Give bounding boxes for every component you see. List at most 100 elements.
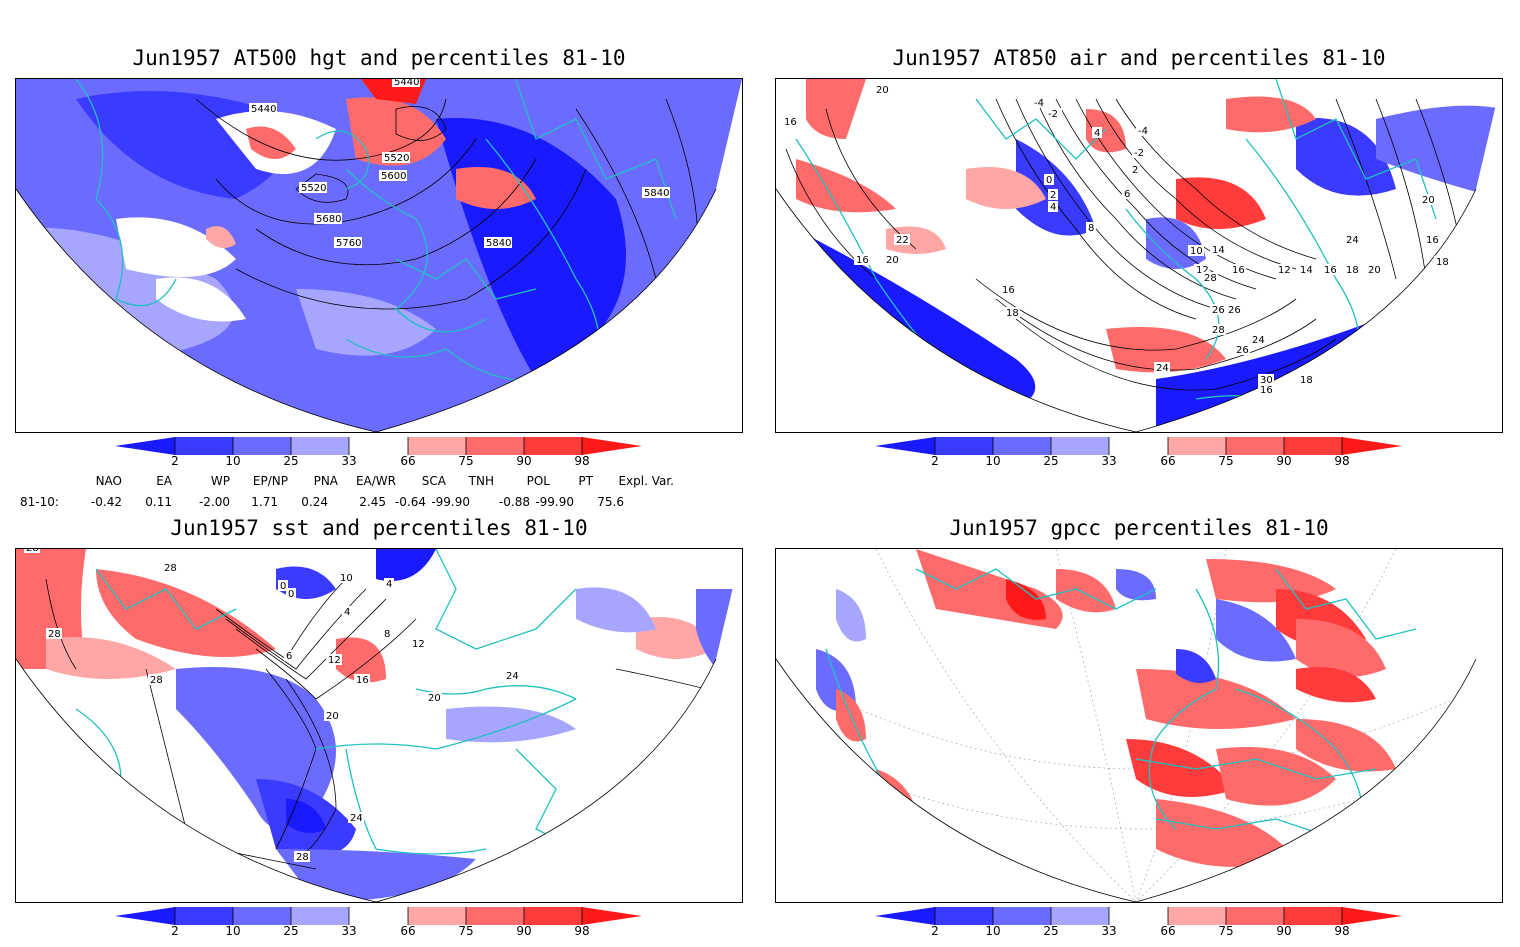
svg-text:24: 24 [1156, 363, 1169, 374]
contour-label: 28 [148, 674, 164, 686]
svg-text:0: 0 [288, 589, 294, 600]
svg-text:5440: 5440 [251, 104, 276, 115]
cbar-label: 33 [1101, 924, 1117, 938]
panel-title-gpcc: Jun1957 gpcc percentiles 81-10 [949, 516, 1329, 540]
contour-label: 24 [1344, 234, 1360, 246]
colorbar-swatch-b10_25 [233, 907, 291, 925]
idx-header: TNH [468, 474, 494, 488]
idx-row-label: 81-10: [20, 495, 59, 509]
svg-text:20: 20 [428, 693, 441, 704]
contour-label: 8 [382, 628, 392, 640]
colorbar-swatch-b75_90 [466, 437, 524, 455]
contour-label: 20 [1366, 264, 1382, 276]
idx-value: -0.42 [90, 495, 122, 509]
cbar-label: 25 [283, 454, 299, 468]
contour-label: 24 [1250, 334, 1266, 346]
svg-text:5680: 5680 [316, 214, 341, 225]
contour-label: 5600 [379, 170, 407, 182]
cbar-label: 10 [225, 924, 241, 938]
contour-label: 10 [1188, 245, 1204, 257]
contour-label: 2 [1048, 189, 1058, 201]
idx-header: EA/WR [355, 474, 396, 488]
contour-label: -4 [1136, 125, 1152, 137]
colorbar-swatch-b33_66 [1109, 907, 1168, 925]
svg-text:4: 4 [1094, 128, 1100, 139]
colorbar-air: 2 10 25 33 66 75 90 98 [875, 437, 1405, 477]
idx-value: -0.64 [394, 495, 426, 509]
contour-label: 28 [1202, 272, 1218, 284]
svg-text:-2: -2 [1134, 148, 1144, 159]
svg-text:18: 18 [1006, 308, 1019, 319]
contour-label: 20 [874, 84, 890, 96]
cbar-label: 98 [1334, 924, 1350, 938]
colorbar-swatch-lt2 [115, 907, 175, 925]
cbar-label: 90 [516, 454, 532, 468]
colorbar-gpcc-bar [875, 907, 1402, 925]
colorbar-swatch-b90_98 [1284, 437, 1342, 455]
svg-text:16: 16 [784, 117, 797, 128]
svg-text:-4: -4 [1138, 126, 1148, 137]
contour-label: 4 [384, 578, 394, 590]
idx-header: Expl. Var. [618, 474, 674, 488]
colorbar-swatch-b33_66 [349, 437, 408, 455]
colorbar-swatch-b25_33 [1051, 437, 1109, 455]
contour-label: 24 [504, 670, 520, 682]
contour-label: 5680 [314, 213, 342, 225]
svg-text:16: 16 [1324, 265, 1337, 276]
contour-label: 0 [286, 588, 296, 600]
cbar-label: 10 [225, 454, 241, 468]
svg-text:5600: 5600 [381, 171, 406, 182]
svg-text:22: 22 [896, 235, 909, 246]
cbar-label: 98 [1334, 454, 1350, 468]
svg-text:-2: -2 [1048, 109, 1058, 120]
colorbar-swatch-b2_10 [935, 907, 993, 925]
cbar-label: 2 [931, 924, 939, 938]
contour-label: 6 [284, 650, 294, 662]
cbar-label: 75 [458, 924, 474, 938]
contour-label: 28 [162, 562, 178, 574]
cbar-label: 33 [1101, 454, 1117, 468]
colorbar-swatch-b2_10 [175, 437, 233, 455]
svg-text:18: 18 [1436, 257, 1449, 268]
cbar-label: 33 [341, 454, 357, 468]
cbar-label: 75 [1218, 924, 1234, 938]
map-sst-canvas: 28 28 28 28 00 4 4 6 8 10 12 12 16 20 20 24 24 28 [16, 549, 742, 902]
cbar-label: 98 [574, 454, 590, 468]
contour-label: 4 [1092, 127, 1102, 139]
cbar-label: 25 [1043, 924, 1059, 938]
svg-text:28: 28 [164, 563, 177, 574]
svg-text:10: 10 [340, 573, 353, 584]
svg-text:16: 16 [1232, 265, 1245, 276]
cbar-label: 90 [1276, 924, 1292, 938]
colorbar-swatch-gt98 [582, 437, 642, 455]
cbar-label: 33 [341, 924, 357, 938]
contour-label: 5440 [392, 79, 420, 88]
colorbar-swatch-b75_90 [1226, 907, 1284, 925]
colorbar-swatch-b25_33 [1051, 907, 1109, 925]
svg-text:2: 2 [1050, 190, 1056, 201]
panel-title-sst: Jun1957 sst and percentiles 81-10 [170, 516, 588, 540]
panel-title-air: Jun1957 AT850 air and percentiles 81-10 [892, 46, 1386, 70]
colorbar-swatch-b33_66 [1109, 437, 1168, 455]
svg-text:16: 16 [1260, 385, 1273, 396]
contour-label: 28 [24, 549, 40, 554]
cbar-label: 66 [1160, 924, 1176, 938]
contour-label: -2 [1132, 147, 1148, 159]
svg-text:28: 28 [1212, 325, 1225, 336]
svg-text:6: 6 [286, 651, 292, 662]
colorbar-sst: 2 10 25 33 66 75 90 98 [115, 907, 645, 947]
contour-label: 28 [46, 628, 62, 640]
svg-text:6: 6 [1124, 189, 1130, 200]
svg-text:16: 16 [1002, 285, 1015, 296]
colorbar-swatch-b66_75 [1168, 437, 1226, 455]
idx-value: 2.45 [359, 495, 386, 509]
idx-header: SCA [421, 474, 446, 488]
map-air: 20 16 -4 -2 4 -4 -2 2 0 2 4 6 8 10 12 14 16 18 16 12 14 16 18 2… [775, 78, 1503, 433]
idx-value: -2.00 [198, 495, 230, 509]
contour-label: 18 [1298, 374, 1314, 386]
svg-text:5840: 5840 [644, 188, 669, 199]
panel-title-hgt: Jun1957 AT500 hgt and percentiles 81-10 [132, 46, 626, 70]
cbar-label: 66 [400, 924, 416, 938]
contour-label: 28 [294, 851, 310, 863]
idx-header: PT [578, 474, 593, 488]
